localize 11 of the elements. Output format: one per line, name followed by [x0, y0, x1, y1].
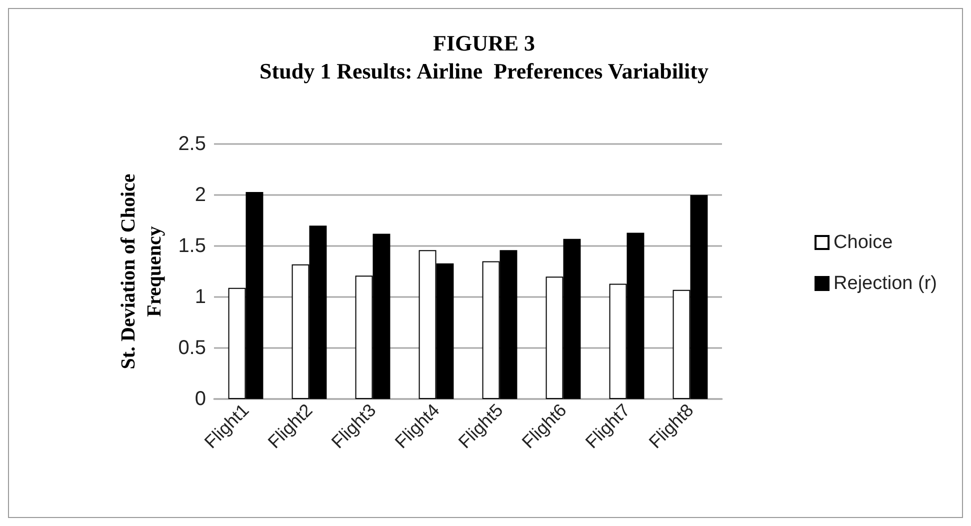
- y-tick-label: 2.5: [178, 133, 206, 155]
- y-tick-label: 0.5: [178, 337, 206, 359]
- y-tick-label: 1.5: [178, 235, 206, 257]
- y-tick-label: 0: [194, 388, 206, 410]
- chart-subtitle: Study 1 Results: Airline Preferences Variability: [260, 58, 708, 84]
- y-axis-title: St. Deviation of Choice Frequency: [117, 174, 166, 370]
- chart-title: FIGURE 3: [432, 30, 536, 56]
- legend-label: Rejection (r): [834, 273, 938, 294]
- legend-label: Choice: [834, 232, 893, 253]
- y-tick-label: 2: [194, 184, 206, 206]
- y-tick-label: 1: [194, 286, 206, 308]
